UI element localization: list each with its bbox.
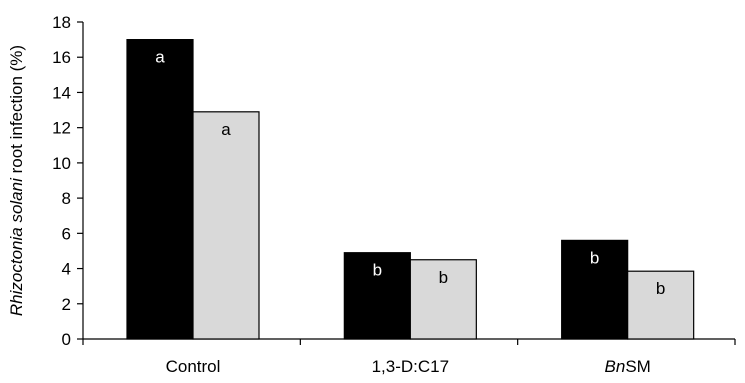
bar — [343, 252, 411, 340]
label-part: Bn — [605, 357, 626, 376]
bar — [126, 39, 194, 340]
label-part: SM — [625, 357, 651, 376]
bar — [409, 259, 477, 340]
y-tick-label: 4 — [62, 260, 71, 279]
y-tick-label: 18 — [52, 13, 71, 32]
bar-letter-label: b — [439, 268, 448, 287]
bar-letter-label: a — [155, 48, 165, 67]
bar — [192, 111, 260, 340]
y-axis-label: Rhizoctonia solani root infection (%) — [7, 45, 26, 316]
bar-letter-labels: a a b b b b — [155, 48, 665, 299]
label-part: 1,3-D:C17 — [372, 357, 449, 376]
y-tick-label: 14 — [52, 83, 71, 102]
y-tick-label: 12 — [52, 119, 71, 138]
y-tick-label: 2 — [62, 295, 71, 314]
bars — [126, 39, 695, 340]
category-label: BnSM — [605, 357, 651, 376]
bar-letter-label: b — [373, 261, 382, 280]
label-part: root infection (%) — [7, 45, 26, 178]
y-axis-title: Rhizoctonia solani root infection (%) — [7, 45, 26, 316]
label-part: Rhizoctonia solani — [7, 177, 26, 316]
label-part: Control — [166, 357, 221, 376]
y-tick-label: 8 — [62, 189, 71, 208]
bar-letter-label: a — [221, 120, 231, 139]
y-tick-label: 6 — [62, 224, 71, 243]
bar-letter-label: b — [656, 279, 665, 298]
category-label: 1,3-D:C17 — [372, 357, 449, 376]
bar — [561, 239, 629, 340]
y-tick-label: 0 — [62, 330, 71, 349]
y-tick-label: 16 — [52, 48, 71, 67]
x-axis-category-labels: Control 1,3-D:C17 BnSM — [166, 357, 651, 376]
y-tick-label: 10 — [52, 154, 71, 173]
y-axis-ticks: 0 2 4 6 8 10 12 14 16 18 — [52, 13, 83, 349]
bar-letter-label: b — [590, 248, 599, 267]
category-label: Control — [166, 357, 221, 376]
bar — [627, 270, 695, 340]
